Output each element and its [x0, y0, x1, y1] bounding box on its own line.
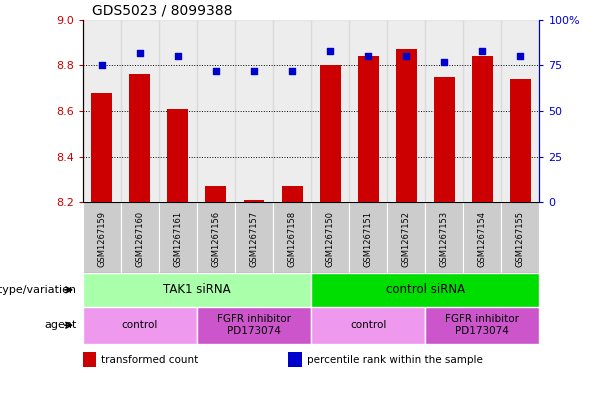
- Bar: [425, 20, 463, 202]
- Bar: [273, 20, 311, 202]
- Bar: [311, 20, 349, 202]
- Bar: [501, 202, 539, 273]
- Bar: [387, 202, 425, 273]
- Text: GSM1267154: GSM1267154: [478, 211, 487, 267]
- Bar: [159, 202, 197, 273]
- Text: GSM1267152: GSM1267152: [402, 211, 411, 267]
- Bar: [235, 20, 273, 202]
- Point: [173, 53, 183, 59]
- Bar: [311, 202, 349, 273]
- Bar: [434, 77, 455, 202]
- Bar: [83, 202, 121, 273]
- Point: [211, 68, 221, 74]
- Bar: [510, 79, 531, 202]
- Bar: [288, 352, 302, 367]
- Bar: [311, 273, 539, 307]
- Bar: [197, 202, 235, 273]
- Text: genotype/variation: genotype/variation: [0, 285, 77, 295]
- Text: GSM1267151: GSM1267151: [364, 211, 373, 267]
- Bar: [472, 56, 493, 202]
- Text: control siRNA: control siRNA: [386, 283, 465, 296]
- Bar: [463, 20, 501, 202]
- Bar: [311, 307, 425, 344]
- Text: percentile rank within the sample: percentile rank within the sample: [306, 355, 482, 365]
- Bar: [358, 56, 379, 202]
- Text: GSM1267155: GSM1267155: [516, 211, 525, 267]
- Bar: [463, 202, 501, 273]
- Text: GDS5023 / 8099388: GDS5023 / 8099388: [92, 3, 232, 17]
- Text: agent: agent: [44, 320, 77, 330]
- Bar: [197, 307, 311, 344]
- Bar: [83, 352, 96, 367]
- Bar: [273, 202, 311, 273]
- Text: GSM1267159: GSM1267159: [97, 211, 106, 267]
- Bar: [501, 20, 539, 202]
- Bar: [159, 20, 197, 202]
- Point: [402, 53, 411, 59]
- Text: control: control: [350, 320, 386, 330]
- Point: [249, 68, 259, 74]
- Text: FGFR inhibitor
PD173074: FGFR inhibitor PD173074: [446, 314, 519, 336]
- Bar: [205, 186, 226, 202]
- Bar: [83, 273, 311, 307]
- Bar: [396, 50, 417, 202]
- Bar: [243, 200, 264, 202]
- Text: transformed count: transformed count: [101, 355, 198, 365]
- Bar: [349, 202, 387, 273]
- Bar: [129, 74, 150, 202]
- Text: GSM1267158: GSM1267158: [287, 211, 297, 267]
- Bar: [281, 186, 303, 202]
- Bar: [121, 202, 159, 273]
- Bar: [91, 93, 112, 202]
- Bar: [349, 20, 387, 202]
- Bar: [197, 20, 235, 202]
- Point: [478, 48, 487, 54]
- Bar: [235, 202, 273, 273]
- Bar: [387, 20, 425, 202]
- Bar: [83, 307, 197, 344]
- Text: GSM1267157: GSM1267157: [249, 211, 259, 267]
- Bar: [83, 20, 121, 202]
- Text: TAK1 siRNA: TAK1 siRNA: [163, 283, 230, 296]
- Text: GSM1267160: GSM1267160: [135, 211, 144, 267]
- Point: [97, 62, 107, 68]
- Text: FGFR inhibitor
PD173074: FGFR inhibitor PD173074: [217, 314, 291, 336]
- Point: [135, 50, 145, 56]
- Bar: [425, 307, 539, 344]
- Text: GSM1267153: GSM1267153: [440, 211, 449, 267]
- Text: GSM1267156: GSM1267156: [211, 211, 221, 267]
- Point: [326, 48, 335, 54]
- Bar: [425, 202, 463, 273]
- Point: [440, 59, 449, 65]
- Bar: [167, 109, 188, 202]
- Point: [364, 53, 373, 59]
- Bar: [121, 20, 159, 202]
- Text: GSM1267161: GSM1267161: [173, 211, 183, 267]
- Text: control: control: [121, 320, 158, 330]
- Point: [287, 68, 297, 74]
- Text: GSM1267150: GSM1267150: [326, 211, 335, 267]
- Point: [516, 53, 525, 59]
- Bar: [319, 65, 341, 202]
